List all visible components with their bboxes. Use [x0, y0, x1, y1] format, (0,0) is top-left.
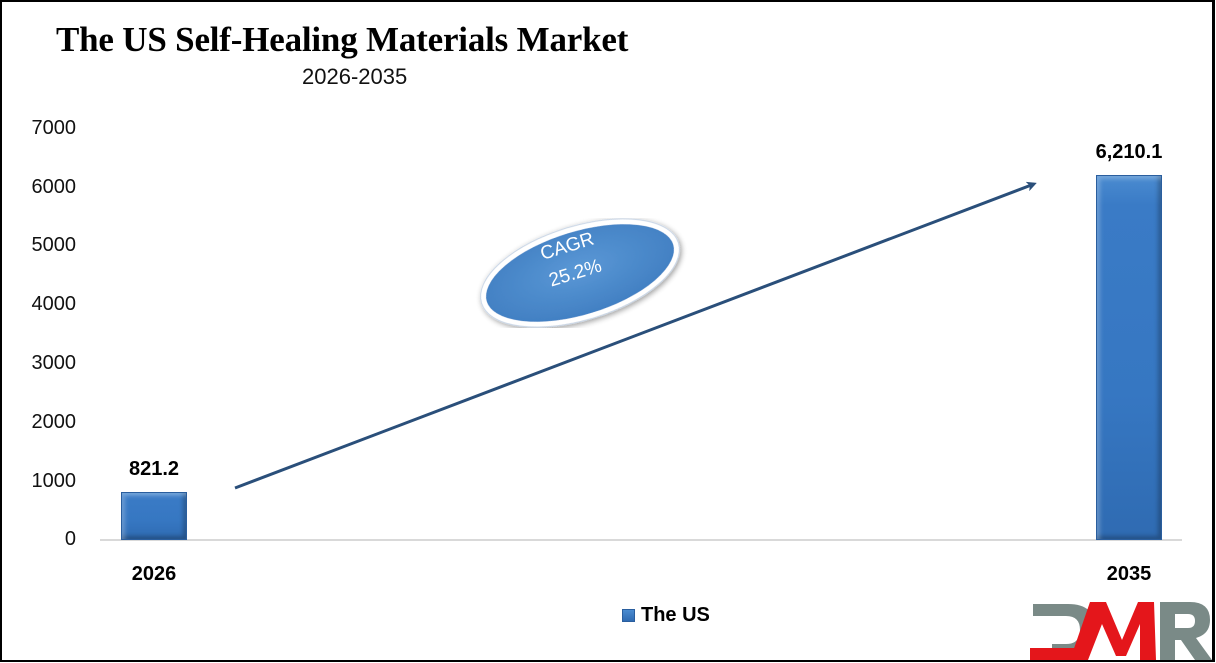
- chart-title: The US Self-Healing Materials Market: [56, 20, 629, 59]
- value-label-2035: 6,210.1: [1095, 141, 1163, 163]
- x-tick-2026: 2026: [131, 563, 177, 585]
- y-tick-0: 0: [64, 528, 76, 550]
- x-tick-2035: 2035: [1106, 563, 1152, 585]
- y-tick-3000: 3000: [31, 352, 77, 374]
- bar-2035: [1096, 175, 1162, 540]
- legend: The US: [622, 604, 710, 627]
- legend-swatch-icon: [622, 609, 635, 622]
- legend-label: The US: [641, 604, 710, 626]
- bar-2026: [121, 492, 187, 540]
- y-tick-4000: 4000: [31, 293, 77, 315]
- y-tick-5000: 5000: [31, 234, 77, 256]
- chart-subtitle: 2026-2035: [302, 64, 408, 89]
- y-tick-7000: 7000: [31, 117, 77, 139]
- cagr-ellipse: [480, 218, 680, 328]
- y-tick-6000: 6000: [31, 176, 77, 198]
- y-tick-1000: 1000: [31, 470, 77, 492]
- value-label-2026: 821.2: [128, 458, 180, 480]
- y-tick-2000: 2000: [31, 411, 77, 433]
- dmr-logo-icon: [1030, 602, 1212, 660]
- x-axis-line: [100, 539, 1182, 541]
